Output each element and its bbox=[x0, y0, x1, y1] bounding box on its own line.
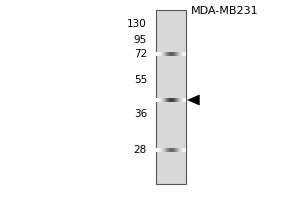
Bar bbox=[160, 52, 161, 56]
Bar bbox=[174, 98, 175, 102]
Bar bbox=[181, 148, 182, 152]
Bar bbox=[177, 98, 178, 102]
Bar bbox=[175, 148, 176, 152]
Bar bbox=[158, 52, 159, 56]
Bar bbox=[158, 148, 159, 152]
Bar bbox=[180, 148, 181, 152]
Bar bbox=[164, 52, 165, 56]
Bar bbox=[169, 52, 170, 56]
Bar bbox=[174, 148, 175, 152]
Bar bbox=[160, 148, 161, 152]
Bar bbox=[170, 148, 171, 152]
Bar bbox=[156, 52, 157, 56]
Bar bbox=[177, 52, 178, 56]
Bar bbox=[157, 98, 158, 102]
Polygon shape bbox=[188, 95, 200, 105]
Bar bbox=[161, 52, 162, 56]
Bar bbox=[162, 98, 163, 102]
Bar bbox=[158, 98, 159, 102]
Bar bbox=[184, 52, 185, 56]
Bar bbox=[170, 52, 171, 56]
Bar bbox=[173, 98, 174, 102]
Bar bbox=[168, 148, 169, 152]
Bar bbox=[157, 148, 158, 152]
Bar bbox=[184, 148, 185, 152]
Bar bbox=[185, 52, 186, 56]
Bar bbox=[182, 52, 183, 56]
Bar bbox=[159, 52, 160, 56]
Text: 72: 72 bbox=[134, 49, 147, 59]
Bar bbox=[185, 98, 186, 102]
Bar bbox=[164, 148, 165, 152]
Bar bbox=[167, 98, 168, 102]
Bar bbox=[165, 52, 166, 56]
Bar bbox=[173, 148, 174, 152]
Bar bbox=[177, 148, 178, 152]
Text: 36: 36 bbox=[134, 109, 147, 119]
Bar bbox=[176, 148, 177, 152]
Bar bbox=[185, 148, 186, 152]
Bar bbox=[165, 98, 166, 102]
Bar bbox=[178, 98, 179, 102]
Bar bbox=[159, 148, 160, 152]
Bar bbox=[171, 98, 172, 102]
Bar bbox=[183, 98, 184, 102]
Bar bbox=[156, 98, 157, 102]
Bar bbox=[161, 98, 162, 102]
Bar bbox=[175, 98, 176, 102]
Bar bbox=[160, 98, 161, 102]
Bar bbox=[178, 52, 179, 56]
Bar bbox=[184, 98, 185, 102]
Bar bbox=[169, 98, 170, 102]
Bar bbox=[179, 148, 180, 152]
Bar bbox=[173, 52, 174, 56]
Bar bbox=[169, 148, 170, 152]
Bar bbox=[181, 98, 182, 102]
Bar bbox=[172, 98, 173, 102]
Bar bbox=[179, 98, 180, 102]
Text: 55: 55 bbox=[134, 75, 147, 85]
Bar bbox=[179, 52, 180, 56]
Bar bbox=[166, 52, 167, 56]
Bar bbox=[182, 98, 183, 102]
Text: 95: 95 bbox=[134, 35, 147, 45]
Text: MDA-MB231: MDA-MB231 bbox=[191, 6, 259, 16]
Bar bbox=[167, 52, 168, 56]
Bar bbox=[180, 98, 181, 102]
Text: 130: 130 bbox=[127, 19, 147, 29]
Bar bbox=[172, 52, 173, 56]
Bar bbox=[162, 52, 163, 56]
Bar bbox=[166, 148, 167, 152]
Bar bbox=[176, 98, 177, 102]
Bar bbox=[171, 52, 172, 56]
Bar bbox=[171, 148, 172, 152]
Bar bbox=[182, 148, 183, 152]
Bar bbox=[168, 98, 169, 102]
Bar bbox=[163, 52, 164, 56]
Bar bbox=[167, 148, 168, 152]
Bar bbox=[163, 148, 164, 152]
Bar bbox=[181, 52, 182, 56]
Bar bbox=[164, 98, 165, 102]
Bar bbox=[180, 52, 181, 56]
Bar bbox=[183, 148, 184, 152]
Bar bbox=[170, 98, 171, 102]
Bar bbox=[159, 98, 160, 102]
Bar bbox=[162, 148, 163, 152]
Bar bbox=[156, 148, 157, 152]
Bar bbox=[174, 52, 175, 56]
Bar bbox=[161, 148, 162, 152]
Bar bbox=[178, 148, 179, 152]
Bar bbox=[176, 52, 177, 56]
Bar bbox=[163, 98, 164, 102]
Bar bbox=[172, 148, 173, 152]
Bar bbox=[168, 52, 169, 56]
Bar bbox=[157, 52, 158, 56]
Bar bbox=[165, 148, 166, 152]
Bar bbox=[156, 10, 186, 184]
Text: 28: 28 bbox=[134, 145, 147, 155]
Bar bbox=[166, 98, 167, 102]
Bar bbox=[183, 52, 184, 56]
Bar bbox=[175, 52, 176, 56]
